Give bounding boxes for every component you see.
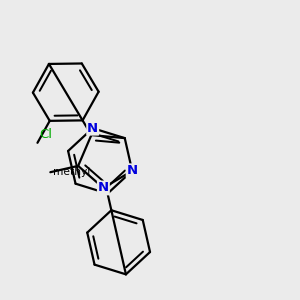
Text: N: N (98, 182, 109, 194)
Text: N: N (127, 164, 138, 177)
Text: Cl: Cl (39, 128, 52, 141)
Text: N: N (87, 122, 98, 135)
Text: methyl: methyl (53, 167, 90, 177)
